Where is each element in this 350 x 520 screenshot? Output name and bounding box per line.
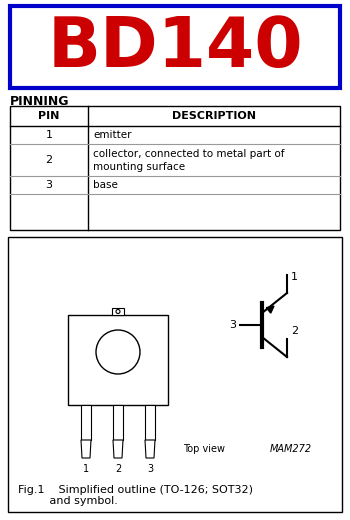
Text: 2: 2 — [46, 155, 52, 165]
Text: 1: 1 — [83, 464, 89, 474]
Polygon shape — [145, 440, 155, 458]
Polygon shape — [266, 306, 274, 313]
Text: PIN: PIN — [38, 111, 60, 121]
Text: DESCRIPTION: DESCRIPTION — [172, 111, 256, 121]
Bar — [10, 6, 340, 88]
Text: MAM272: MAM272 — [270, 444, 312, 454]
Bar — [112, 308, 124, 315]
Text: 3: 3 — [46, 180, 52, 190]
Text: and symbol.: and symbol. — [18, 496, 118, 506]
Text: 1: 1 — [46, 130, 52, 140]
Text: 3: 3 — [229, 320, 236, 330]
Text: 2: 2 — [115, 464, 121, 474]
Text: BD140: BD140 — [47, 14, 303, 81]
Bar — [68, 315, 168, 405]
Polygon shape — [113, 440, 123, 458]
Text: PINNING: PINNING — [10, 95, 70, 108]
Bar — [145, 405, 155, 440]
Bar — [113, 405, 123, 440]
Text: emitter: emitter — [93, 130, 132, 140]
Polygon shape — [81, 440, 91, 458]
Bar — [8, 237, 342, 512]
Text: base: base — [93, 180, 118, 190]
Text: 2: 2 — [291, 326, 298, 336]
Text: mounting surface: mounting surface — [93, 162, 185, 172]
Text: 1: 1 — [291, 272, 298, 282]
Bar — [81, 405, 91, 440]
Text: 3: 3 — [147, 464, 153, 474]
Bar — [10, 106, 340, 230]
Text: Top view: Top view — [183, 444, 225, 454]
Text: collector, connected to metal part of: collector, connected to metal part of — [93, 149, 285, 159]
Text: Fig.1    Simplified outline (TO-126; SOT32): Fig.1 Simplified outline (TO-126; SOT32) — [18, 485, 253, 495]
